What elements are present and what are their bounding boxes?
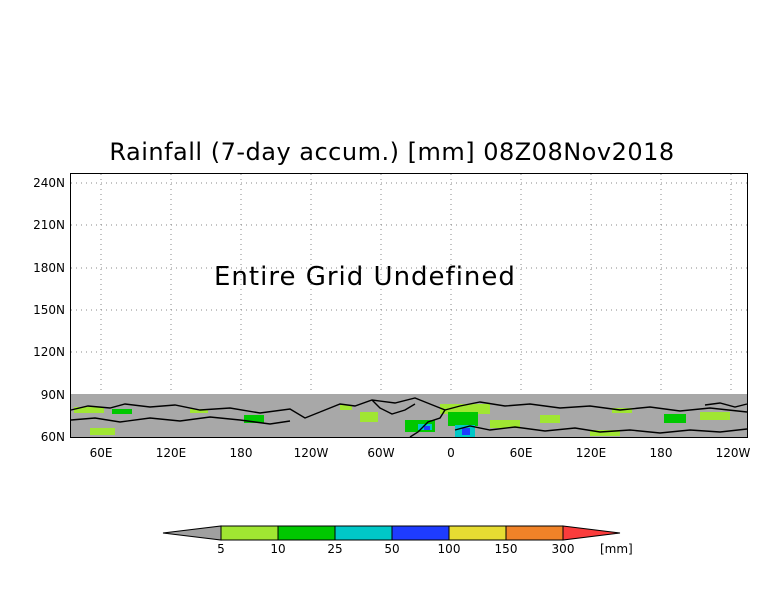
- lon-label: 180: [649, 446, 673, 460]
- lon-label: 60W: [367, 446, 395, 460]
- lon-label: 120E: [155, 446, 187, 460]
- colorbar-label: 150: [494, 542, 518, 556]
- map-title: Rainfall (7-day accum.) [mm] 08Z08Nov201…: [109, 138, 675, 166]
- lat-label: 150N: [33, 303, 65, 317]
- colorbar: [162, 525, 621, 541]
- colorbar-label: 5: [217, 542, 225, 556]
- lat-label: 120N: [33, 345, 65, 359]
- lon-label: 120W: [293, 446, 329, 460]
- colorbar-cell-1: [220, 525, 279, 541]
- lon-label: 60E: [509, 446, 533, 460]
- colorbar-cell-6: [505, 525, 564, 541]
- colorbar-cell-under: [162, 525, 222, 541]
- colorbar-label: 100: [437, 542, 461, 556]
- coastlines: [70, 397, 748, 438]
- colorbar-label: 25: [327, 542, 343, 556]
- colorbar-cell-5: [448, 525, 507, 541]
- colorbar-cell-over: [562, 525, 621, 541]
- gridlines: [71, 174, 747, 394]
- lon-label: 180: [229, 446, 253, 460]
- lat-label: 60N: [40, 430, 65, 444]
- colorbar-label: 50: [384, 542, 400, 556]
- colorbar-label: 300: [551, 542, 575, 556]
- lat-label: 210N: [33, 218, 65, 232]
- lon-label: 0: [447, 446, 455, 460]
- lat-label: 90N: [40, 388, 65, 402]
- lat-label: 240N: [33, 176, 65, 190]
- undefined-message: Entire Grid Undefined: [214, 262, 516, 292]
- lon-label: 60E: [89, 446, 113, 460]
- colorbar-cell-3: [334, 525, 393, 541]
- colorbar-cell-4: [391, 525, 450, 541]
- colorbar-label: 10: [270, 542, 286, 556]
- colorbar-cell-2: [277, 525, 336, 541]
- lat-label: 180N: [33, 261, 65, 275]
- lon-label: 120W: [715, 446, 751, 460]
- map-frame: [70, 173, 748, 438]
- colorbar-unit: [mm]: [600, 542, 633, 556]
- lon-label: 120E: [575, 446, 607, 460]
